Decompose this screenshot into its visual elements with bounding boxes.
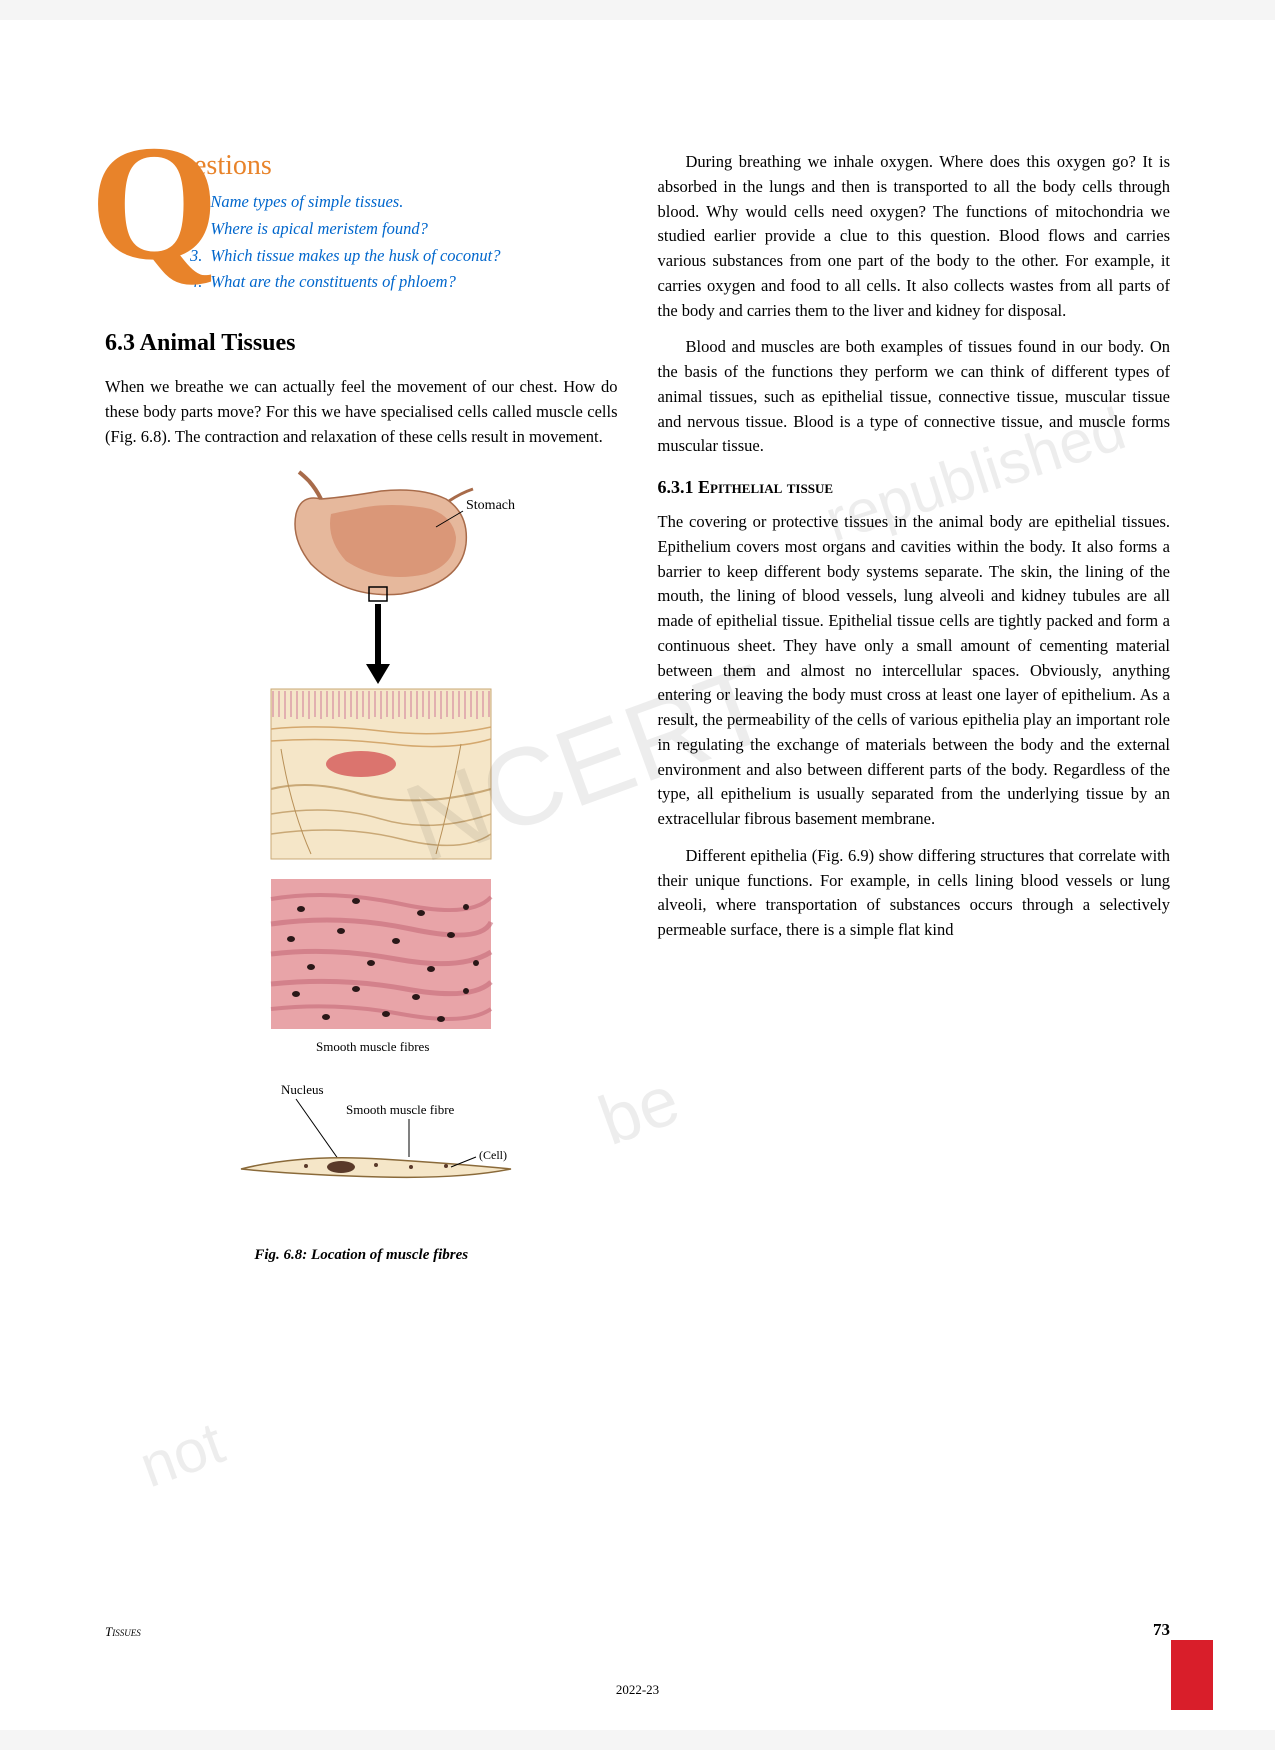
muscle-micrograph — [271, 879, 491, 1029]
content-columns: Q uestions 1. Name types of simple tissu… — [105, 150, 1170, 1274]
question-text: What are the constituents of phloem? — [210, 270, 455, 295]
question-item: 4. What are the constituents of phloem? — [190, 270, 618, 295]
stomach-graphic — [295, 472, 473, 601]
question-item: 2. Where is apical meristem found? — [190, 217, 618, 242]
figure-caption: Fig. 6.8: Location of muscle fibres — [105, 1247, 618, 1264]
question-item: 1. Name types of simple tissues. — [190, 190, 618, 215]
right-para-2: Blood and muscles are both examples of t… — [658, 335, 1171, 459]
cell-label: (Cell) — [479, 1148, 507, 1162]
figure-number: Fig. 6.8: — [254, 1247, 307, 1263]
footer-chapter-title: Tissues — [105, 1624, 141, 1640]
question-text: Which tissue makes up the husk of coconu… — [210, 244, 500, 269]
question-item: 3. Which tissue makes up the husk of coc… — [190, 244, 618, 269]
questions-heading: uestions — [180, 150, 618, 182]
watermark-not: not — [131, 1408, 233, 1501]
questions-box: Q uestions 1. Name types of simple tissu… — [105, 150, 618, 295]
page-red-tab — [1171, 1640, 1213, 1710]
right-column: During breathing we inhale oxygen. Where… — [658, 150, 1171, 1274]
footer-year: 2022-23 — [616, 1682, 659, 1698]
figure-caption-text: Location of muscle fibres — [307, 1247, 468, 1263]
question-text: Name types of simple tissues. — [210, 190, 403, 215]
figure-6-8: Stomach — [105, 469, 618, 1264]
tissue-layers-graphic — [271, 689, 491, 859]
question-text: Where is apical meristem found? — [210, 217, 428, 242]
stomach-label: Stomach — [466, 498, 515, 513]
single-cell-graphic: Nucleus Smooth muscle fibre (Cell) — [241, 1082, 511, 1177]
page-footer: Tissues 73 — [105, 1620, 1170, 1640]
fibres-label: Smooth muscle fibres — [316, 1039, 429, 1054]
fibre-label: Smooth muscle fibre — [346, 1102, 455, 1117]
right-para-3: The covering or protective tissues in th… — [658, 510, 1171, 832]
page: NCERT be not republished Q uestions 1. N… — [0, 20, 1275, 1730]
figure-svg: Stomach — [181, 469, 541, 1229]
footer-page-number: 73 — [1153, 1620, 1170, 1640]
section-heading: 6.3 Animal Tissues — [105, 330, 618, 357]
right-para-4: Different epithelia (Fig. 6.9) show diff… — [658, 844, 1171, 943]
right-para-1: During breathing we inhale oxygen. Where… — [658, 150, 1171, 323]
questions-list: 1. Name types of simple tissues. 2. Wher… — [180, 190, 618, 295]
questions-dropcap: Q — [90, 120, 218, 285]
section-para: When we breathe we can actually feel the… — [105, 375, 618, 449]
subsection-heading: 6.3.1 Epithelial tissue — [658, 477, 1171, 498]
left-column: Q uestions 1. Name types of simple tissu… — [105, 150, 618, 1274]
nucleus-label: Nucleus — [281, 1082, 324, 1097]
